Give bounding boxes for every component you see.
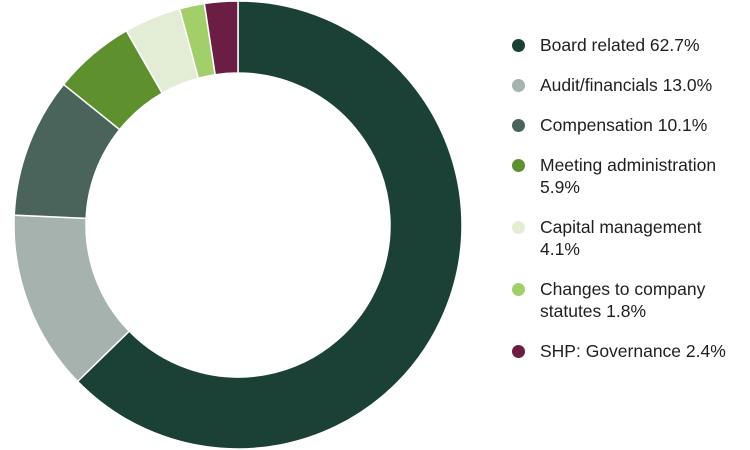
legend-label: Board related 62.7% bbox=[540, 35, 700, 55]
legend-swatch bbox=[512, 221, 525, 234]
donut-slice-shp-governance bbox=[203, 0, 239, 76]
legend-swatch bbox=[512, 119, 525, 132]
legend-swatch bbox=[512, 159, 525, 172]
legend-label: Capital management 4.1% bbox=[540, 217, 702, 259]
legend-item: Meeting administration 5.9% bbox=[512, 154, 742, 198]
legend-item: Changes to company statutes 1.8% bbox=[512, 278, 742, 322]
legend-swatch bbox=[512, 345, 525, 358]
legend-label: Changes to company statutes 1.8% bbox=[540, 279, 706, 321]
legend-label: Compensation 10.1% bbox=[540, 115, 708, 135]
legend-label: Audit/financials 13.0% bbox=[540, 75, 713, 95]
legend-item: SHP: Governance 2.4% bbox=[512, 340, 742, 362]
legend-item: Audit/financials 13.0% bbox=[512, 74, 742, 96]
legend-swatch bbox=[512, 39, 525, 52]
legend-item: Compensation 10.1% bbox=[512, 114, 742, 136]
legend-label: SHP: Governance 2.4% bbox=[540, 341, 726, 361]
legend-item: Capital management 4.1% bbox=[512, 216, 742, 260]
chart-legend: Board related 62.7% Audit/financials 13.0… bbox=[512, 34, 742, 380]
legend-swatch bbox=[512, 79, 525, 92]
donut-slices bbox=[13, 0, 463, 450]
legend-item: Board related 62.7% bbox=[512, 34, 742, 56]
legend-label: Meeting administration 5.9% bbox=[540, 155, 717, 197]
donut-slice-board-related bbox=[76, 0, 463, 450]
legend-swatch bbox=[512, 283, 525, 296]
